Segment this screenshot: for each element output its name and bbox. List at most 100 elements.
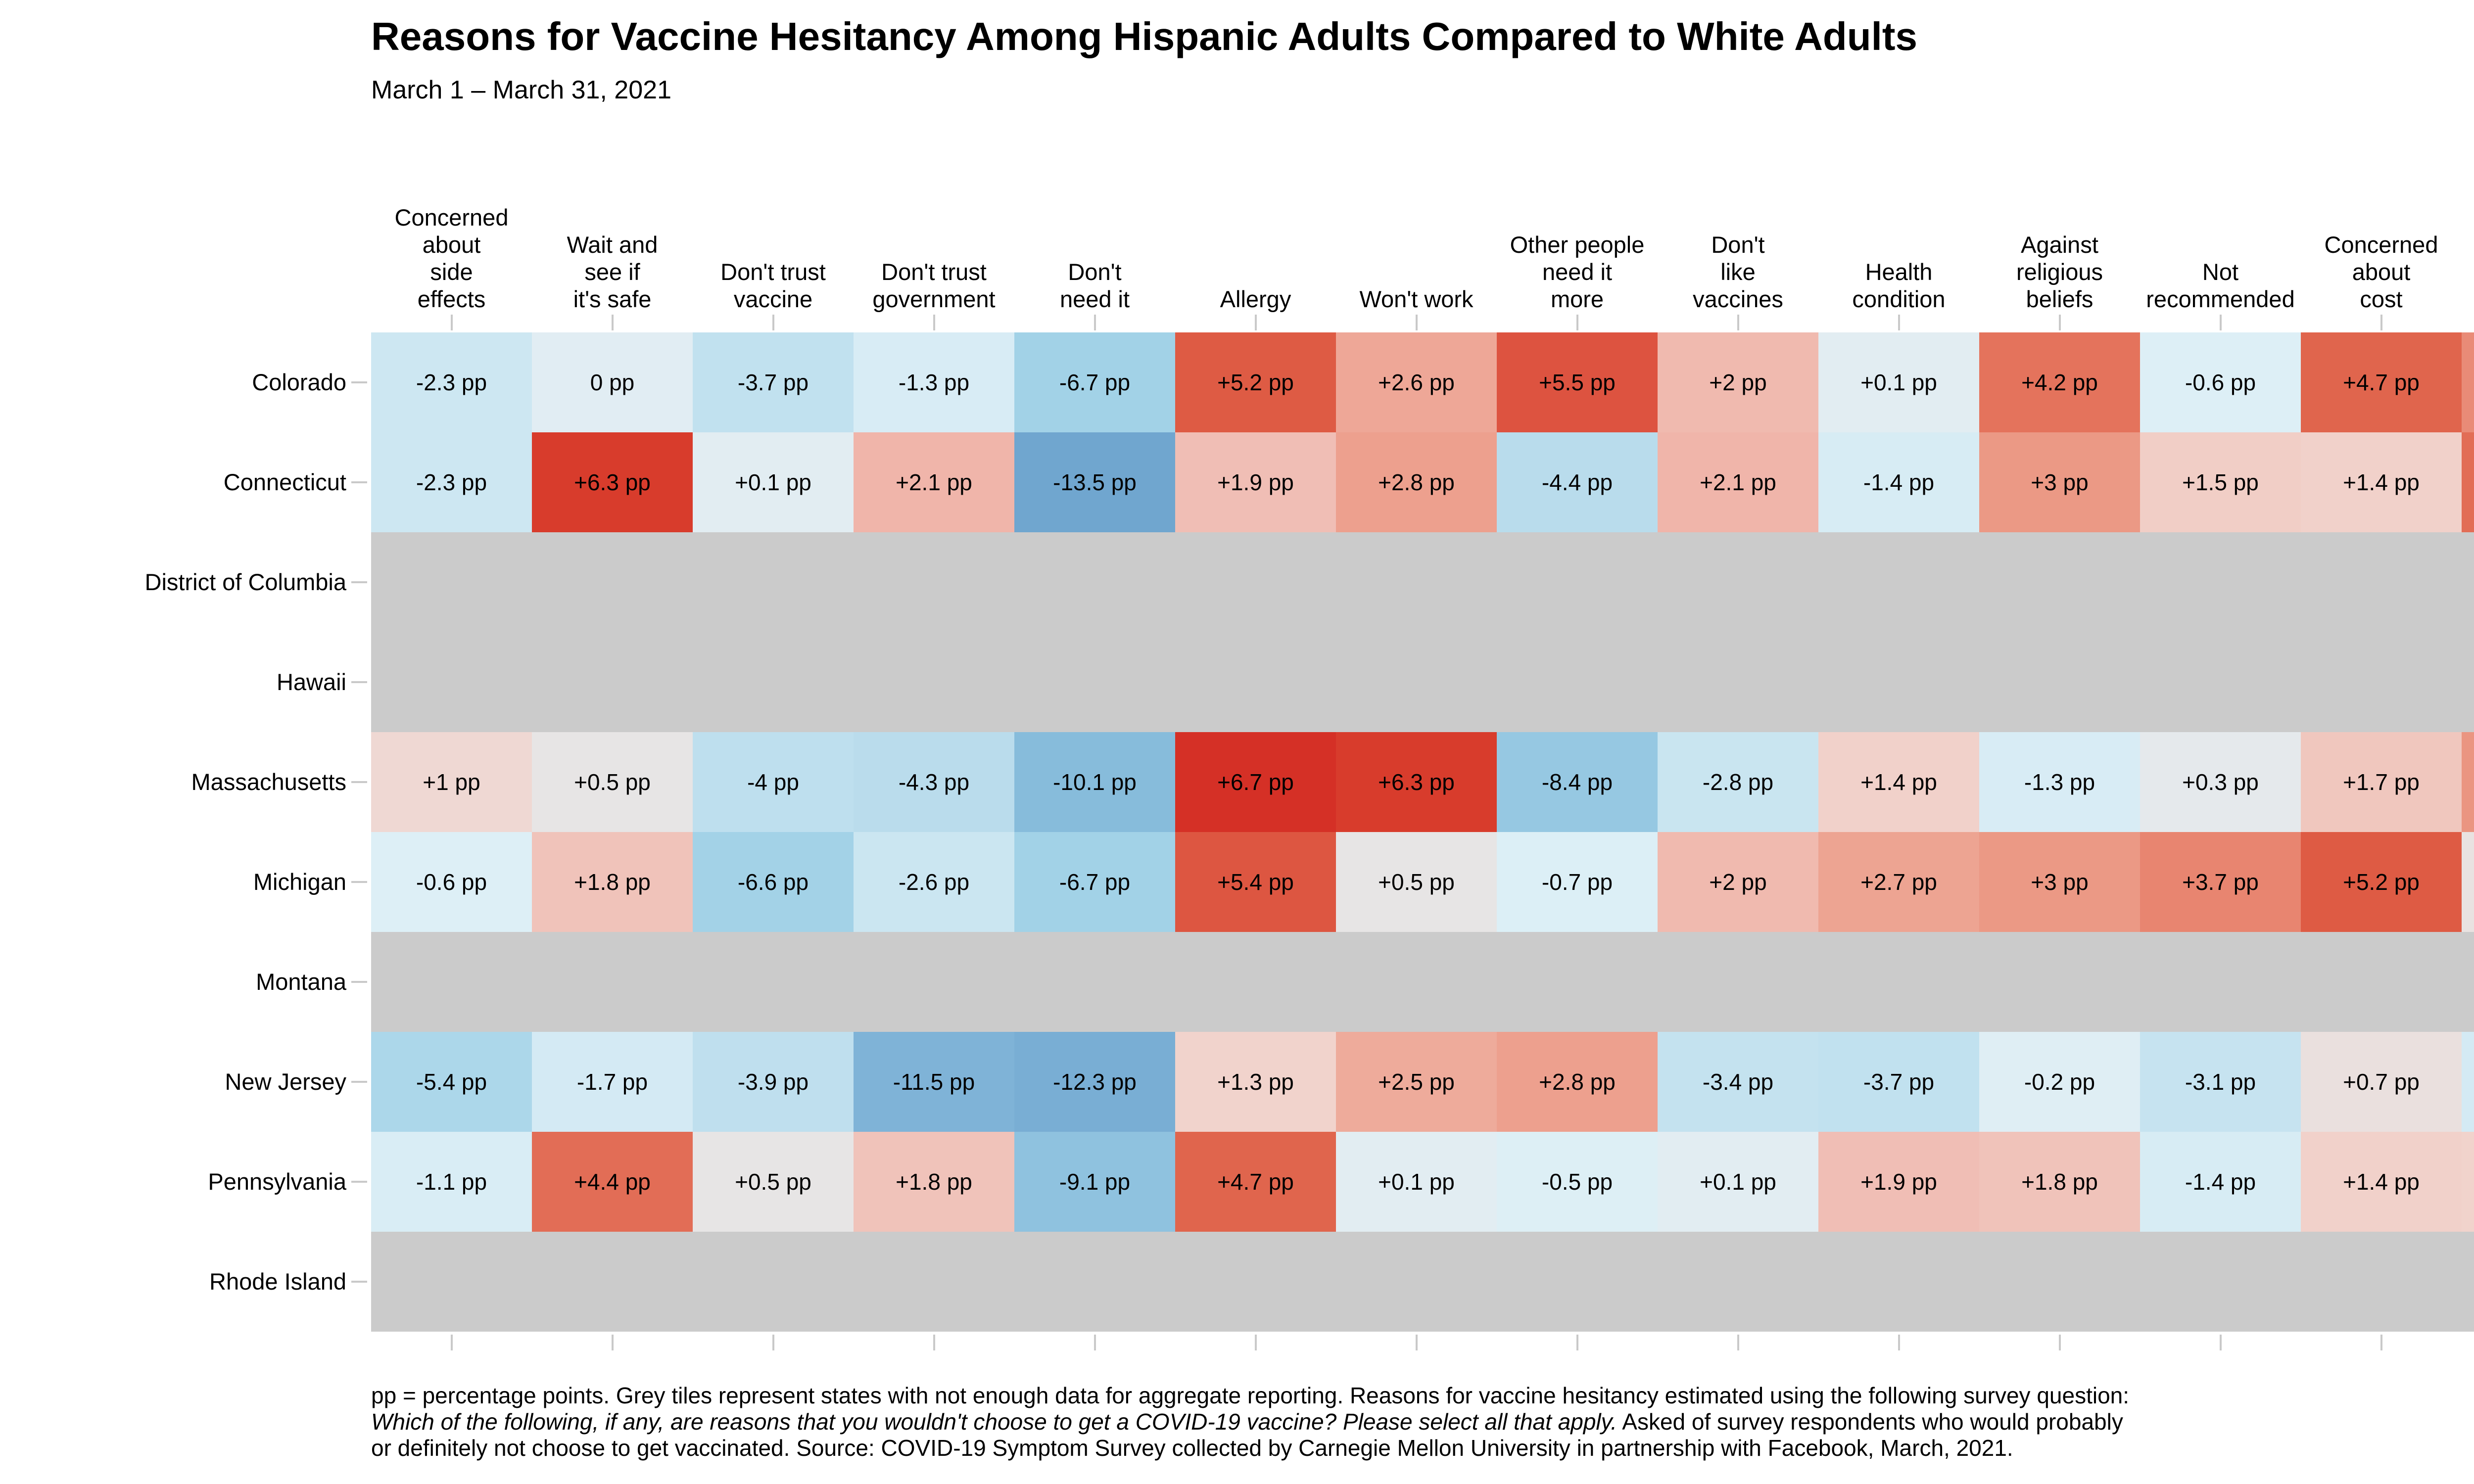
footnote-survey-question: Which of the following, if any, are reas… [371, 1409, 1618, 1435]
heatmap-cell: +0.5 pp [532, 732, 693, 832]
heatmap-cell: +1 pp [371, 732, 532, 832]
heatmap-cell: +1.8 pp [854, 1132, 1014, 1232]
heatmap-cell: +4.4 pp [2462, 432, 2474, 532]
heatmap-cell: +1.5 pp [2140, 432, 2301, 532]
heatmap-cell: -8.4 pp [1497, 732, 1658, 832]
column-tick-top [450, 315, 453, 330]
heatmap-cell: +2 pp [1658, 832, 1818, 932]
column-header: Other people need it more [1510, 232, 1645, 312]
heatmap-cell: -5.4 pp [371, 1032, 532, 1132]
footnote-text: or definitely not choose to get vaccinat… [371, 1435, 2013, 1461]
column-header: Not recommended [2146, 259, 2295, 312]
row-label: New Jersey [225, 1068, 346, 1095]
heatmap-cell: -1.7 pp [2462, 1032, 2474, 1132]
heatmap-cell: +3 pp [1979, 832, 2140, 932]
heatmap-cell: +6.3 pp [1336, 732, 1497, 832]
column-tick-top [2058, 315, 2061, 330]
row-tick-left [351, 1181, 367, 1183]
column-header: Concerned about side effects [394, 204, 509, 312]
column-tick-bottom [933, 1335, 935, 1350]
heatmap-cell: +5.2 pp [1175, 332, 1336, 432]
column-tick-top [1415, 315, 1418, 330]
heatmap-cell: +0.5 pp [1336, 832, 1497, 932]
heatmap-cell: -0.6 pp [371, 832, 532, 932]
heatmap-cell: -0.5 pp [1497, 1132, 1658, 1232]
heatmap-cell: -2.3 pp [371, 432, 532, 532]
column-tick-top [1576, 315, 1578, 330]
row-label: Rhode Island [209, 1268, 346, 1295]
heatmap-cell: -3.9 pp [693, 1032, 854, 1132]
heatmap-cell: +2.8 pp [1497, 1032, 1658, 1132]
column-tick-bottom [772, 1335, 774, 1350]
heatmap-cell: -2.6 pp [854, 832, 1014, 932]
heatmap-cell: +5.2 pp [2301, 832, 2462, 932]
no-data-row-tile [371, 632, 2474, 732]
heatmap-cell: -3.4 pp [1658, 1032, 1818, 1132]
column-tick-bottom [1415, 1335, 1418, 1350]
heatmap-cell: -2.8 pp [1658, 732, 1818, 832]
heatmap-cell: -12.3 pp [1014, 1032, 1175, 1132]
heatmap-cell: +4.4 pp [532, 1132, 693, 1232]
heatmap-cell: -4 pp [693, 732, 854, 832]
heatmap-cell: -0.2 pp [1979, 1032, 2140, 1132]
column-tick-bottom [1094, 1335, 1096, 1350]
heatmap-cell: +0.1 pp [1336, 1132, 1497, 1232]
heatmap-cell: +1.8 pp [532, 832, 693, 932]
heatmap-cell: -13.5 pp [1014, 432, 1175, 532]
heatmap-cell: +6.3 pp [532, 432, 693, 532]
heatmap-cell: +2.7 pp [1818, 832, 1979, 932]
column-tick-bottom [2058, 1335, 2061, 1350]
heatmap-cell: -0.7 pp [1497, 832, 1658, 932]
heatmap-cell: -9.1 pp [1014, 1132, 1175, 1232]
column-tick-top [772, 315, 774, 330]
heatmap-cell: -10.1 pp [1014, 732, 1175, 832]
heatmap-cell: -1.4 pp [1818, 432, 1979, 532]
heatmap-cell: -0.6 pp [2140, 332, 2301, 432]
column-tick-top [933, 315, 935, 330]
heatmap-cell: +6.7 pp [1175, 732, 1336, 832]
column-header: Don't trust government [872, 259, 996, 312]
row-tick-left [351, 1281, 367, 1283]
heatmap-cell: -1.3 pp [854, 332, 1014, 432]
heatmap-cell: +5.4 pp [1175, 832, 1336, 932]
row-tick-left [351, 481, 367, 483]
column-tick-bottom [2219, 1335, 2222, 1350]
heatmap-cell: +4.2 pp [1979, 332, 2140, 432]
column-tick-top [2380, 315, 2382, 330]
column-tick-top [1737, 315, 1739, 330]
heatmap-cell: +3.1 pp [2462, 732, 2474, 832]
footnote-line: or definitely not choose to get vaccinat… [371, 1435, 2129, 1461]
heatmap-cell: -6.7 pp [1014, 332, 1175, 432]
column-header: Don't trust vaccine [720, 259, 826, 312]
heatmap-cell: +4.7 pp [2301, 332, 2462, 432]
heatmap-cell: +1.8 pp [1979, 1132, 2140, 1232]
row-label: District of Columbia [144, 569, 346, 595]
footnote: pp = percentage points. Grey tiles repre… [371, 1383, 2129, 1461]
row-label: Connecticut [223, 469, 346, 495]
row-tick-left [351, 981, 367, 983]
column-tick-bottom [2380, 1335, 2382, 1350]
column-header: Health condition [1852, 259, 1946, 312]
column-tick-top [1254, 315, 1257, 330]
column-tick-top [1898, 315, 1900, 330]
column-tick-bottom [450, 1335, 453, 1350]
row-label: Colorado [252, 369, 346, 395]
heatmap-cell: +1.4 pp [2301, 432, 2462, 532]
footnote-text: Asked of survey respondents who would pr… [1617, 1409, 2123, 1435]
row-label: Pennsylvania [208, 1168, 346, 1195]
heatmap-cell: +3 pp [1979, 432, 2140, 532]
footnote-text: pp = percentage points. Grey tiles repre… [371, 1383, 2130, 1408]
heatmap-cell: +1.7 pp [2301, 732, 2462, 832]
heatmap-cell: -6.6 pp [693, 832, 854, 932]
row-tick-left [351, 681, 367, 683]
heatmap-cell: -1.3 pp [1979, 732, 2140, 832]
heatmap-cell: -3.7 pp [1818, 1032, 1979, 1132]
heatmap-cell: +2.1 pp [1658, 432, 1818, 532]
heatmap-cell: +2.6 pp [1336, 332, 1497, 432]
row-label: Montana [256, 969, 346, 995]
heatmap-cell: +1.3 pp [2462, 1132, 2474, 1232]
row-tick-left [351, 581, 367, 583]
row-label: Massachusetts [191, 769, 346, 795]
chart-title: Reasons for Vaccine Hesitancy Among Hisp… [371, 14, 1917, 58]
